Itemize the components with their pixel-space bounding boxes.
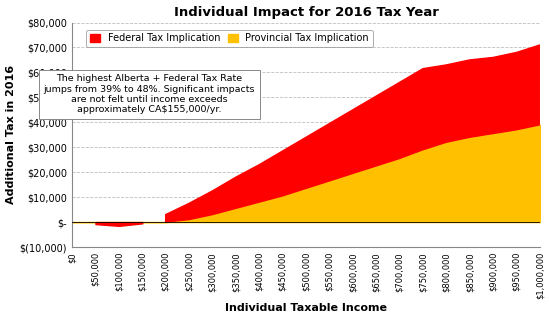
Legend: Federal Tax Implication, Provincial Tax Implication: Federal Tax Implication, Provincial Tax … <box>86 30 373 48</box>
Text: The highest Alberta + Federal Tax Rate
jumps from 39% to 48%. Significant impact: The highest Alberta + Federal Tax Rate j… <box>43 74 255 115</box>
Y-axis label: Additional Tax in 2016: Additional Tax in 2016 <box>6 65 15 204</box>
X-axis label: Individual Taxable Income: Individual Taxable Income <box>225 303 387 314</box>
Title: Individual Impact for 2016 Tax Year: Individual Impact for 2016 Tax Year <box>174 5 438 19</box>
